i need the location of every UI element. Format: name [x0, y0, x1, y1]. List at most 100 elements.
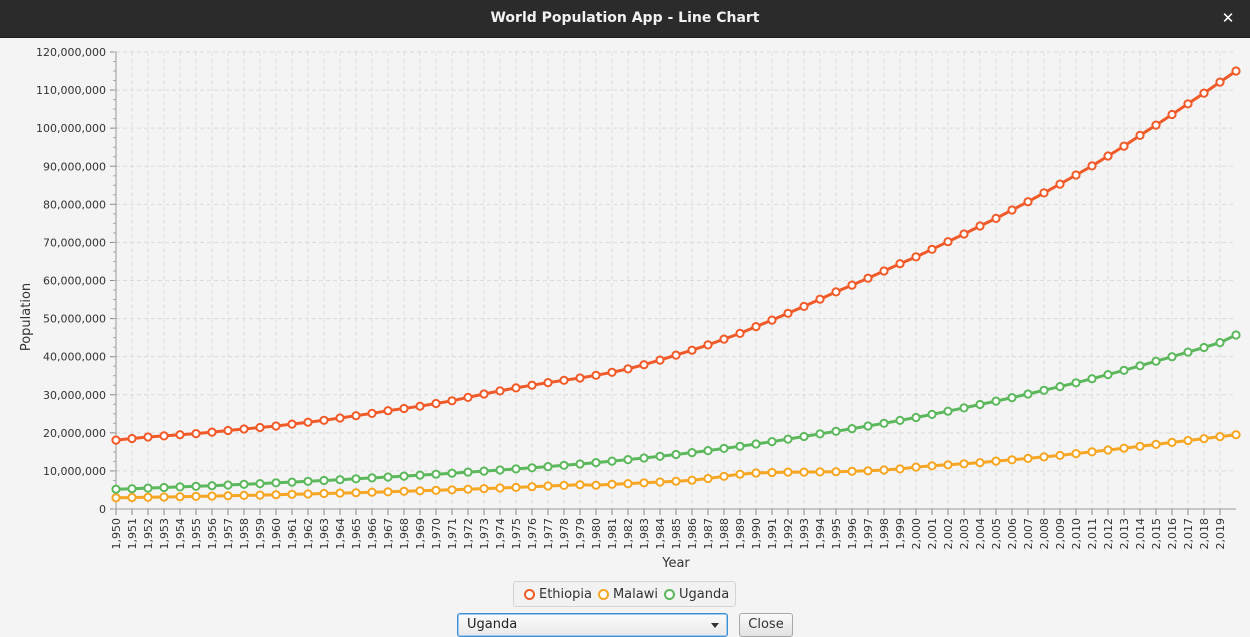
- data-point-malawi: [287, 489, 297, 499]
- data-point-uganda: [255, 479, 265, 489]
- data-point-ethiopia: [447, 396, 457, 406]
- data-point-uganda: [431, 469, 441, 479]
- close-icon[interactable]: ✕: [1221, 9, 1235, 27]
- data-point-uganda: [783, 434, 793, 444]
- data-point-ethiopia: [767, 315, 777, 325]
- data-point-malawi: [239, 490, 249, 500]
- x-tick-label: 1,989: [734, 518, 747, 550]
- chart-legend: Ethiopia Malawi Uganda: [513, 581, 737, 607]
- data-point-uganda: [879, 418, 889, 428]
- data-point-malawi: [335, 488, 345, 498]
- data-point-ethiopia: [111, 435, 121, 445]
- x-tick-label: 2,014: [1134, 518, 1147, 550]
- data-point-uganda: [1151, 356, 1161, 366]
- data-point-malawi: [1039, 452, 1049, 462]
- data-point-ethiopia: [895, 259, 905, 269]
- x-tick-label: 1,992: [782, 518, 795, 550]
- x-tick-label: 1,988: [718, 518, 731, 550]
- legend-item-uganda: Uganda: [663, 587, 729, 602]
- data-point-uganda: [527, 463, 537, 473]
- data-point-malawi: [671, 476, 681, 486]
- data-point-malawi: [559, 480, 569, 490]
- x-tick-label: 1,962: [302, 518, 315, 550]
- data-point-malawi: [1215, 432, 1225, 442]
- data-point-ethiopia: [335, 413, 345, 423]
- data-point-uganda: [1023, 389, 1033, 399]
- data-point-malawi: [255, 490, 265, 500]
- data-point-uganda: [495, 465, 505, 475]
- x-tick-label: 2,005: [990, 518, 1003, 550]
- data-point-malawi: [1103, 445, 1113, 455]
- data-point-ethiopia: [303, 417, 313, 427]
- y-tick-label: 80,000,000: [43, 198, 106, 211]
- data-point-malawi: [351, 488, 361, 498]
- y-tick-label: 50,000,000: [43, 313, 106, 326]
- data-point-uganda: [143, 483, 153, 493]
- data-point-ethiopia: [591, 370, 601, 380]
- data-point-malawi: [175, 492, 185, 502]
- data-point-uganda: [447, 468, 457, 478]
- data-point-ethiopia: [559, 375, 569, 385]
- data-point-uganda: [623, 455, 633, 465]
- line-chart: 0 10,000,000 20,000,000 30,000,000 40,000,00…: [19, 46, 1241, 571]
- close-button[interactable]: Close: [739, 613, 793, 637]
- legend-label: Ethiopia: [539, 586, 592, 602]
- data-point-ethiopia: [543, 378, 553, 388]
- data-point-malawi: [687, 475, 697, 485]
- legend-item-ethiopia: Ethiopia: [524, 587, 592, 602]
- x-tick-label: 2,011: [1086, 518, 1099, 550]
- data-point-uganda: [1055, 382, 1065, 392]
- data-point-ethiopia: [1087, 161, 1097, 171]
- data-point-malawi: [1023, 453, 1033, 463]
- data-point-ethiopia: [319, 415, 329, 425]
- x-tick-label: 2,013: [1118, 518, 1131, 550]
- data-point-ethiopia: [783, 308, 793, 318]
- x-tick-label: 2,015: [1150, 518, 1163, 550]
- data-point-ethiopia: [607, 367, 617, 377]
- data-point-uganda: [207, 481, 217, 491]
- x-tick-label: 1,991: [766, 518, 779, 550]
- x-tick-label: 1,997: [862, 518, 875, 550]
- data-point-ethiopia: [1071, 170, 1081, 180]
- x-tick-label: 1,999: [894, 518, 907, 550]
- x-tick-label: 2,016: [1166, 518, 1179, 550]
- x-tick-label: 1,983: [638, 518, 651, 550]
- data-point-ethiopia: [1183, 99, 1193, 109]
- data-point-ethiopia: [527, 380, 537, 390]
- data-point-uganda: [559, 460, 569, 470]
- data-point-malawi: [415, 486, 425, 496]
- data-point-uganda: [607, 456, 617, 466]
- x-tick-label: 1,976: [526, 518, 539, 550]
- data-point-uganda: [735, 441, 745, 451]
- x-tick-label: 2,019: [1214, 518, 1227, 550]
- y-tick-label: 10,000,000: [43, 465, 106, 478]
- y-tick-label: 40,000,000: [43, 351, 106, 364]
- data-point-ethiopia: [351, 411, 361, 421]
- x-tick-label: 1,959: [254, 518, 267, 550]
- data-point-malawi: [191, 491, 201, 501]
- x-tick-label: 2,002: [942, 518, 955, 550]
- data-point-ethiopia: [735, 328, 745, 338]
- data-point-malawi: [1135, 441, 1145, 451]
- data-point-ethiopia: [1215, 77, 1225, 87]
- data-point-ethiopia: [911, 252, 921, 262]
- data-point-uganda: [943, 406, 953, 416]
- data-point-ethiopia: [1055, 179, 1065, 189]
- country-select[interactable]: Uganda: [457, 613, 728, 637]
- data-point-uganda: [815, 429, 825, 439]
- data-point-malawi: [959, 459, 969, 469]
- data-point-malawi: [543, 481, 553, 491]
- y-tick-label: 110,000,000: [36, 84, 106, 97]
- data-point-ethiopia: [383, 406, 393, 416]
- x-tick-label: 2,010: [1070, 518, 1083, 550]
- legend-swatch: [597, 588, 609, 600]
- data-point-ethiopia: [847, 280, 857, 290]
- data-point-uganda: [415, 470, 425, 480]
- data-point-malawi: [1087, 447, 1097, 457]
- x-tick-label: 1,984: [654, 518, 667, 550]
- x-tick-label: 1,965: [350, 518, 363, 550]
- data-point-ethiopia: [175, 430, 185, 440]
- x-tick-label: 2,003: [958, 518, 971, 550]
- x-tick-label: 1,957: [222, 518, 235, 550]
- data-point-malawi: [847, 466, 857, 476]
